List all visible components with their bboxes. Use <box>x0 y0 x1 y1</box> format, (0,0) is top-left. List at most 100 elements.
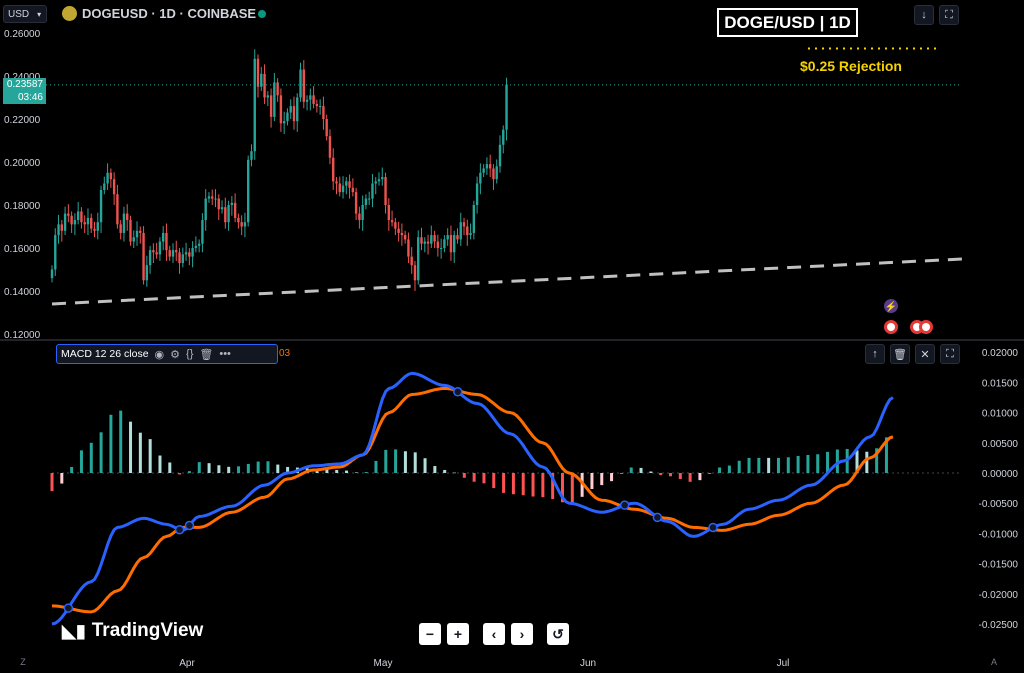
candle-body[interactable] <box>492 168 495 180</box>
delete-pane-button[interactable]: 🗑 <box>890 344 910 364</box>
candle-body[interactable] <box>73 220 77 225</box>
candle-body[interactable] <box>276 82 279 96</box>
candle-body[interactable] <box>403 235 407 240</box>
candle-body[interactable] <box>430 235 433 244</box>
candle-body[interactable] <box>453 235 456 253</box>
candle-body[interactable] <box>459 222 462 240</box>
candle-body[interactable] <box>332 157 335 182</box>
candle-body[interactable] <box>296 97 299 122</box>
candle-body[interactable] <box>338 183 341 193</box>
candle-body[interactable] <box>106 172 109 184</box>
scroll-left-button[interactable]: ‹ <box>483 623 505 645</box>
candle-body[interactable] <box>299 69 302 98</box>
candle-body[interactable] <box>384 177 387 205</box>
candle-body[interactable] <box>119 224 122 233</box>
candle-body[interactable] <box>204 198 207 221</box>
candle-body[interactable] <box>122 213 126 233</box>
candle-body[interactable] <box>109 172 113 180</box>
candle-body[interactable] <box>475 183 479 206</box>
candle-body[interactable] <box>495 166 498 180</box>
price-axis[interactable]: 0.26000 0.24000 0.22000 0.20000 0.18000 0.160… <box>4 29 41 341</box>
candle-body[interactable] <box>374 181 377 184</box>
candle-body[interactable] <box>237 217 240 223</box>
scroll-right-button[interactable]: › <box>511 623 533 645</box>
macd-legend[interactable]: MACD 12 26 close ◉ ⚙ {} 🗑 ••• <box>56 344 278 364</box>
candle-body[interactable] <box>243 222 247 227</box>
candle-body[interactable] <box>377 179 381 182</box>
candle-body[interactable] <box>76 211 80 221</box>
candle-body[interactable] <box>390 220 394 223</box>
candle-body[interactable] <box>354 192 358 214</box>
candle-body[interactable] <box>456 235 459 240</box>
candle-body[interactable] <box>485 164 489 169</box>
candle-body[interactable] <box>315 103 319 107</box>
candle-body[interactable] <box>155 252 158 255</box>
candle-body[interactable] <box>260 73 263 87</box>
candle-body[interactable] <box>351 187 355 193</box>
candle-body[interactable] <box>479 172 482 184</box>
download-button[interactable]: ↓ <box>914 5 934 25</box>
candle-body[interactable] <box>273 82 276 117</box>
candle-body[interactable] <box>488 164 492 169</box>
candle-body[interactable] <box>502 129 505 145</box>
candle-body[interactable] <box>286 112 289 122</box>
candle-body[interactable] <box>439 248 443 249</box>
macd-axis[interactable]: 0.02000 0.01500 0.01000 0.00500 0.00000 -0.00… <box>979 348 1019 631</box>
candle-body[interactable] <box>247 159 250 223</box>
candle-body[interactable] <box>345 181 348 186</box>
candle-body[interactable] <box>175 250 178 253</box>
candle-body[interactable] <box>217 198 220 210</box>
candle-body[interactable] <box>498 144 502 167</box>
candle-body[interactable] <box>181 254 184 264</box>
candle-body[interactable] <box>302 69 305 102</box>
candle-body[interactable] <box>381 177 384 180</box>
candle-body[interactable] <box>443 239 446 248</box>
candle-body[interactable] <box>126 213 129 221</box>
candle-body[interactable] <box>410 256 413 266</box>
candle-body[interactable] <box>436 241 440 248</box>
candle-body[interactable] <box>371 183 374 199</box>
candle-body[interactable] <box>387 205 391 221</box>
candle-body[interactable] <box>171 250 175 257</box>
candle-body[interactable] <box>282 121 286 124</box>
move-pane-up-button[interactable]: ↑ <box>865 344 885 364</box>
candle-body[interactable] <box>367 198 371 200</box>
candle-body[interactable] <box>197 243 201 246</box>
candle-body[interactable] <box>220 207 224 210</box>
candle-body[interactable] <box>152 250 155 253</box>
candle-body[interactable] <box>112 179 116 195</box>
candle-body[interactable] <box>462 222 466 227</box>
candle-body[interactable] <box>364 198 368 205</box>
candle-body[interactable] <box>466 226 469 236</box>
currency-select[interactable]: USD ▾ <box>3 5 47 23</box>
candle-body[interactable] <box>57 224 60 236</box>
candle-body[interactable] <box>86 217 90 225</box>
candle-body[interactable] <box>312 95 315 104</box>
collapse-pane-button[interactable]: ✕ <box>915 344 935 364</box>
zoom-out-button[interactable]: − <box>419 623 441 645</box>
candle-body[interactable] <box>50 269 54 279</box>
candle-body[interactable] <box>449 235 453 253</box>
candle-body[interactable] <box>178 252 181 264</box>
candle-body[interactable] <box>168 250 171 257</box>
candle-body[interactable] <box>505 84 508 130</box>
candle-body[interactable] <box>188 252 191 257</box>
candle-body[interactable] <box>54 235 57 270</box>
candle-body[interactable] <box>423 241 426 244</box>
candle-body[interactable] <box>361 205 364 221</box>
candle-body[interactable] <box>394 222 397 229</box>
candle-body[interactable] <box>224 207 227 223</box>
candle-body[interactable] <box>400 232 404 236</box>
candle-body[interactable] <box>191 248 194 257</box>
candle-body[interactable] <box>472 205 476 233</box>
candle-body[interactable] <box>96 222 99 231</box>
zoom-in-button[interactable]: + <box>447 623 469 645</box>
candle-body[interactable] <box>469 232 472 236</box>
candle-body[interactable] <box>129 220 132 242</box>
candle-body[interactable] <box>132 237 135 242</box>
candle-body[interactable] <box>207 196 211 199</box>
candle-body[interactable] <box>289 106 292 113</box>
candle-body[interactable] <box>70 215 73 225</box>
candle-body[interactable] <box>407 239 410 257</box>
candle-body[interactable] <box>420 237 423 244</box>
